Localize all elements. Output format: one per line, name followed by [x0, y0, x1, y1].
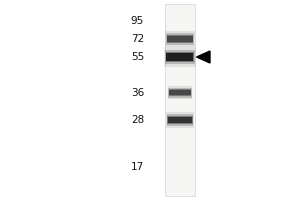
Bar: [168, 88, 192, 98]
Bar: [168, 86, 192, 99]
Text: 36: 36: [131, 88, 144, 98]
Bar: [165, 31, 195, 47]
Text: 28: 28: [131, 115, 144, 125]
Bar: [169, 90, 190, 95]
Text: 17: 17: [131, 162, 144, 172]
Bar: [166, 112, 194, 128]
Bar: [167, 116, 193, 124]
Bar: [165, 4, 195, 196]
Bar: [164, 47, 196, 67]
Bar: [167, 35, 193, 43]
Text: 72: 72: [131, 34, 144, 44]
Bar: [167, 114, 193, 126]
Bar: [165, 50, 195, 64]
Bar: [166, 52, 194, 62]
Text: 55: 55: [131, 52, 144, 62]
Polygon shape: [196, 51, 210, 63]
Bar: [167, 36, 193, 42]
Bar: [168, 117, 192, 123]
Bar: [169, 89, 191, 96]
Text: 95: 95: [131, 16, 144, 26]
Bar: [167, 53, 194, 61]
Bar: [166, 33, 194, 45]
